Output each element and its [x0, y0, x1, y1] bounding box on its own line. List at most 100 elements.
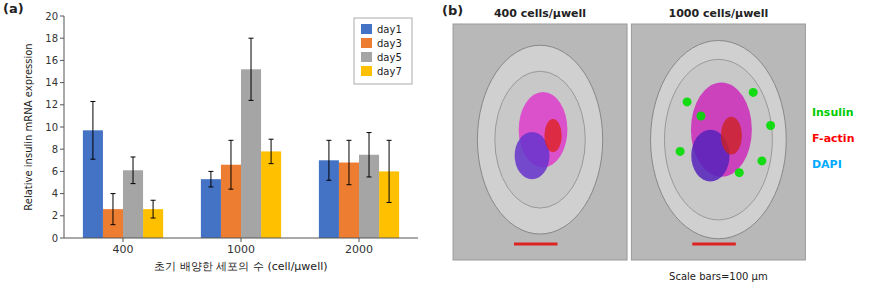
x-tick: [123, 238, 124, 242]
y-tick-label: 10: [45, 122, 58, 133]
error-cap: [90, 159, 95, 160]
error-bar: [249, 38, 254, 100]
y-tick-label: 14: [45, 77, 58, 88]
error-bar: [346, 140, 351, 184]
error-line: [348, 140, 349, 184]
error-cap: [249, 38, 254, 39]
bar: [201, 179, 221, 238]
x-tick-label: 1000: [227, 243, 255, 256]
error-cap: [90, 101, 95, 102]
green-spot: [697, 112, 706, 121]
error-line: [271, 139, 272, 163]
legend-swatch: [361, 38, 372, 48]
error-cap: [110, 193, 115, 194]
y-tick-label: 16: [45, 55, 58, 66]
legend: day1day3day5day7: [354, 18, 412, 84]
error-line: [112, 194, 113, 225]
x-tick-label: 2000: [345, 243, 373, 256]
error-cap: [346, 140, 351, 141]
x-tick: [359, 238, 360, 242]
legend-label: day5: [377, 52, 402, 63]
error-cap: [151, 200, 156, 201]
error-cap: [269, 163, 274, 164]
y-tick-label: 4: [52, 188, 58, 199]
cell-outline: [651, 41, 787, 239]
y-tick-label: 2: [52, 210, 58, 221]
y-tick: [60, 215, 64, 216]
y-tick-label: 8: [52, 144, 58, 155]
error-cap: [228, 189, 233, 190]
error-line: [92, 101, 93, 159]
error-cap: [387, 202, 392, 203]
legend-swatch: [361, 52, 372, 62]
green-spot: [766, 121, 775, 130]
error-cap: [208, 171, 213, 172]
green-spot: [683, 97, 692, 106]
stain-legend-label: Insulin: [812, 106, 854, 119]
stain-blob: [721, 117, 742, 155]
bars: [83, 38, 399, 238]
y-tick: [60, 127, 64, 128]
y-tick-label: 20: [45, 11, 58, 22]
error-cap: [131, 183, 136, 184]
y-axis: [64, 16, 65, 238]
legend-box: [354, 18, 412, 84]
y-tick-label: 12: [45, 99, 58, 110]
error-line: [153, 200, 154, 218]
y-tick-label: 0: [52, 233, 58, 244]
y-tick: [60, 16, 64, 17]
scale-bar: [514, 243, 558, 246]
error-bar: [269, 139, 274, 163]
error-line: [133, 157, 134, 184]
error-cap: [151, 218, 156, 219]
error-cap: [269, 139, 274, 140]
error-cap: [326, 180, 331, 181]
stain-blob: [544, 119, 561, 152]
error-cap: [367, 132, 372, 133]
stain-legend-label: F-actin: [812, 132, 855, 145]
error-line: [251, 38, 252, 100]
scale-bar: [692, 243, 736, 246]
error-line: [210, 171, 211, 187]
image-frame: [631, 24, 805, 260]
error-cap: [228, 140, 233, 141]
error-cap: [367, 176, 372, 177]
legend-label: day7: [377, 66, 402, 77]
y-tick: [60, 171, 64, 172]
error-cap: [110, 224, 115, 225]
error-cap: [208, 186, 213, 187]
error-bar: [228, 140, 233, 189]
error-bar: [208, 171, 213, 187]
x-tick-label: 400: [113, 243, 134, 256]
micrograph-illustration: [631, 24, 805, 260]
error-bar: [387, 140, 392, 202]
bar: [261, 151, 281, 238]
error-bar: [367, 133, 372, 177]
error-cap: [387, 140, 392, 141]
error-line: [389, 140, 390, 202]
y-tick: [60, 238, 64, 239]
y-tick: [60, 193, 64, 194]
y-tick: [60, 60, 64, 61]
error-bar: [90, 101, 95, 159]
error-cap: [131, 156, 136, 157]
cell-ring: [495, 71, 585, 208]
image-title: 1000 cells/μwell: [669, 7, 769, 20]
error-cap: [326, 140, 331, 141]
scale-bar-caption: Scale bars=100 μm: [669, 271, 768, 282]
error-bar: [151, 200, 156, 218]
error-line: [328, 140, 329, 180]
green-spot: [757, 156, 766, 165]
x-axis-label: 초기 배양한 세포의 수 (cell/μwell): [154, 260, 327, 273]
legend-swatch: [361, 66, 372, 76]
green-spot: [749, 88, 758, 97]
cell-outline: [477, 45, 602, 234]
y-tick: [60, 38, 64, 39]
legend-swatch: [361, 24, 372, 34]
y-tick-label: 18: [45, 33, 58, 44]
error-bar: [110, 194, 115, 225]
green-spot: [735, 168, 744, 177]
image-title: 400 cells/μwell: [494, 7, 586, 20]
error-line: [369, 133, 370, 177]
y-tick-label: 6: [52, 166, 58, 177]
